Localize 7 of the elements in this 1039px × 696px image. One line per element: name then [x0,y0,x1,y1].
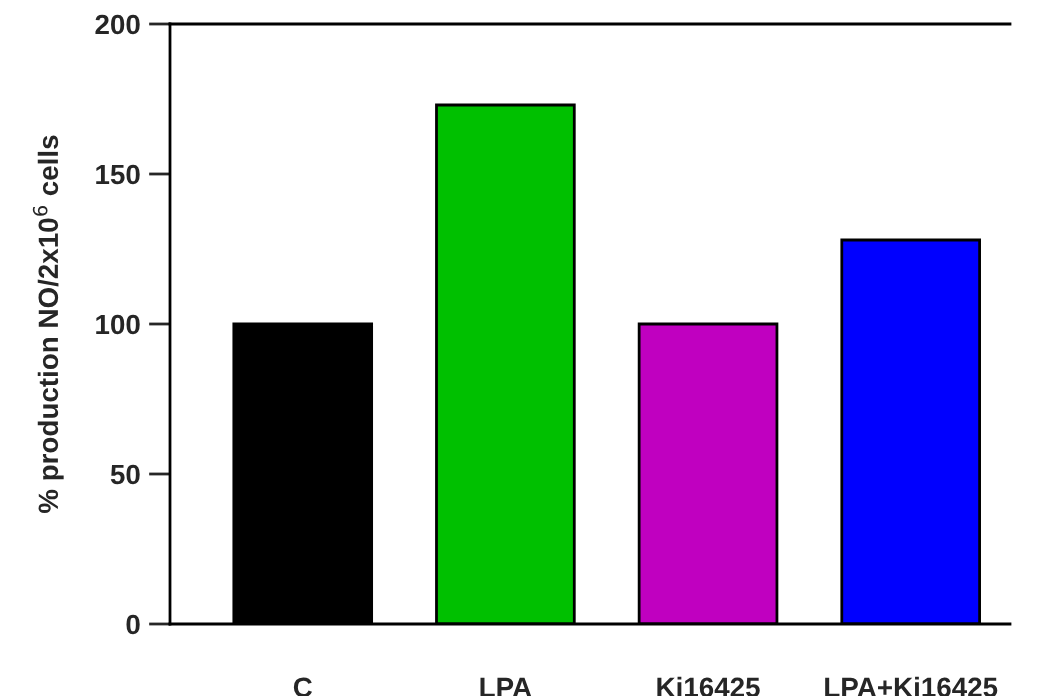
y-tick-label: 200 [95,14,140,35]
y-tick-label: 150 [96,164,140,185]
x-tick-label: LPA [480,677,532,696]
y-axis-title: % production NO/2x10$^{6}$ cells [32,135,64,514]
y-tick-label: 100 [96,314,140,335]
y-tick-label: 50 [110,464,140,485]
y-tick-label: 0 [126,614,140,635]
